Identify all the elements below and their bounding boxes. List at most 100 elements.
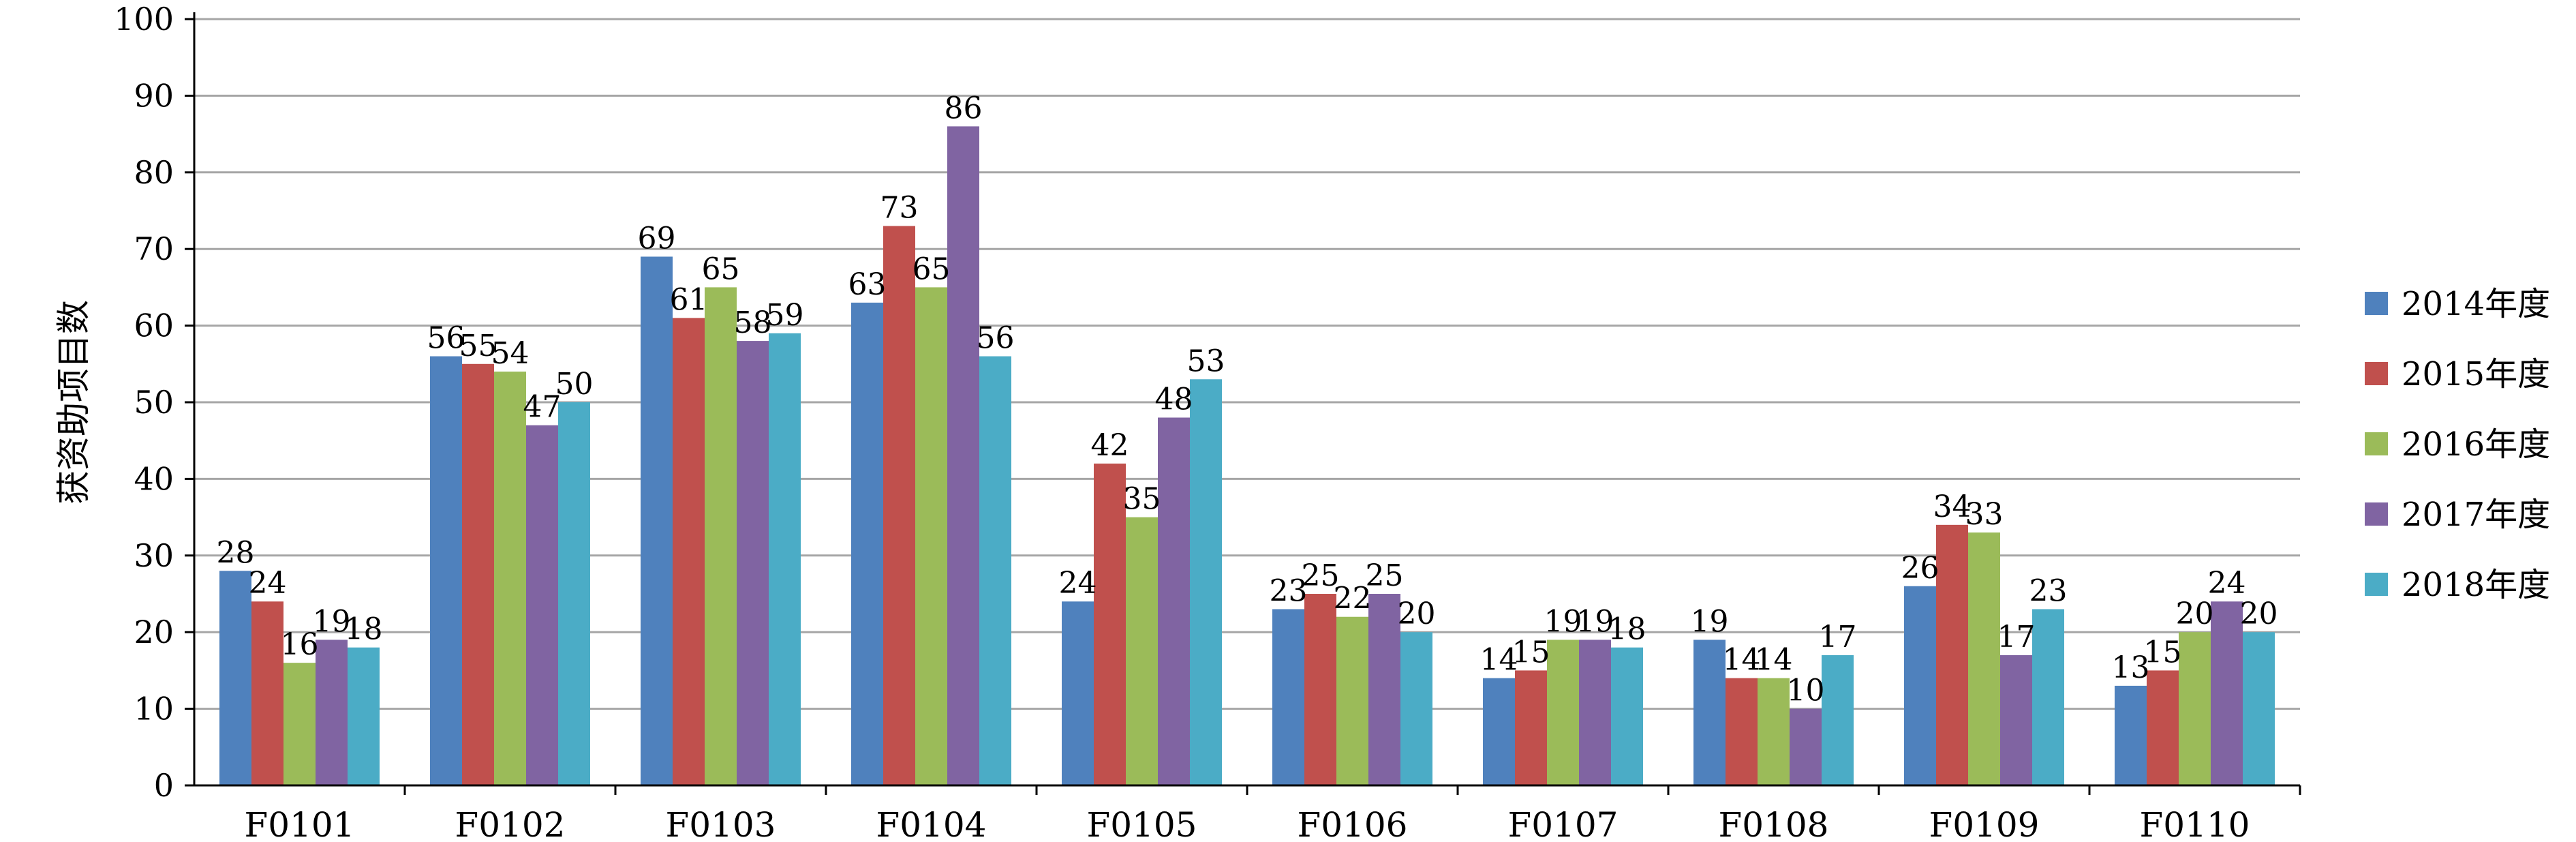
bar [1611,647,1643,785]
x-axis-categories: F0101 F0102 F0103 F0104 F0105 F0106 F0107 F0108… [245,785,2301,842]
data-label: 25 [1302,558,1340,593]
x-category-label: F0102 [455,805,566,842]
bar [558,402,590,785]
bar [494,372,526,785]
data-label: 35 [1123,482,1161,517]
y-tick-label: 90 [134,77,174,114]
data-label: 65 [702,252,740,286]
bar [1272,609,1304,785]
bar [283,663,316,785]
data-label: 69 [638,221,676,256]
data-label: 13 [2112,650,2150,685]
bar [1936,524,1968,785]
legend-swatch [2365,502,2388,526]
data-label: 24 [249,566,287,601]
y-tick-label: 80 [134,154,174,191]
data-label: 14 [1723,643,1761,678]
data-label: 14 [1480,643,1518,678]
bar [947,126,979,786]
bar [737,341,769,786]
data-label: 24 [1059,566,1097,601]
bar [705,287,737,785]
data-label: 56 [427,321,465,356]
bar [1726,678,1758,785]
x-category-label: F0105 [1087,805,1197,842]
bar [462,363,494,785]
bar [1190,379,1222,785]
bar [1336,616,1368,785]
legend-label: 2017年度 [2402,496,2550,534]
bar [1304,594,1336,785]
bar [1158,417,1190,785]
x-category-label: F0109 [1929,805,2040,842]
data-label: 19 [1576,604,1614,639]
bar [673,318,705,785]
data-label: 28 [217,535,255,570]
x-category-label: F0108 [1719,805,1829,842]
legend-swatch [2365,292,2388,315]
data-label: 58 [734,305,772,340]
bar [251,601,283,785]
bar [2243,632,2275,785]
legend: 2014年度 2015年度 2016年度 2017年度 2018年度 [2365,285,2550,604]
data-label: 73 [880,190,919,225]
bar [1062,601,1094,785]
bar [348,647,380,785]
data-label: 26 [1901,551,1939,586]
data-label: 63 [848,267,887,302]
data-label: 18 [345,612,383,647]
data-label: 53 [1187,344,1225,378]
bar [1368,594,1400,785]
bar [1483,678,1515,785]
x-category-label: F0107 [1508,805,1619,842]
data-label: 17 [1997,620,2036,655]
data-label: 42 [1091,428,1129,463]
data-labels: 2824161918565554475069616558596373658656… [217,91,2278,708]
bar [1904,586,1936,785]
legend-swatch [2365,573,2388,596]
bar [430,356,462,785]
data-label: 17 [1819,620,1857,655]
data-label: 59 [766,298,804,333]
data-label: 19 [313,604,351,639]
data-label: 55 [459,329,497,363]
bar [915,287,947,785]
data-label: 22 [1334,582,1372,616]
data-label: 18 [1608,612,1646,647]
bar [1515,670,1547,785]
bar [2179,632,2211,785]
data-label: 34 [1933,490,1972,524]
y-tick-label: 70 [134,230,174,267]
y-tick-label: 100 [114,1,174,37]
data-label: 54 [491,336,530,371]
bar [316,640,348,785]
bar [769,333,801,786]
bar [219,571,251,785]
bar [641,256,673,785]
data-label: 61 [670,282,708,317]
bar [1822,655,1854,785]
bar [1579,640,1611,785]
data-label: 50 [555,367,594,402]
bar [2000,655,2032,785]
data-label: 23 [2029,573,2068,608]
data-label: 20 [2176,597,2214,631]
bar [2211,601,2243,785]
data-label: 15 [1512,635,1550,670]
bar [2115,685,2147,785]
data-label: 10 [1787,674,1825,708]
bar [979,356,1011,785]
x-category-label: F0106 [1298,805,1408,842]
data-label: 65 [913,252,951,286]
bar [1968,532,2000,785]
legend-swatch [2365,432,2388,455]
data-label: 20 [2240,597,2278,631]
y-tick-label: 10 [134,691,174,727]
legend-label: 2016年度 [2402,425,2550,464]
x-category-label: F0104 [876,805,987,842]
legend-label: 2018年度 [2402,566,2550,604]
bars [219,126,2275,786]
bar [883,226,915,786]
y-tick-label: 30 [134,537,174,574]
